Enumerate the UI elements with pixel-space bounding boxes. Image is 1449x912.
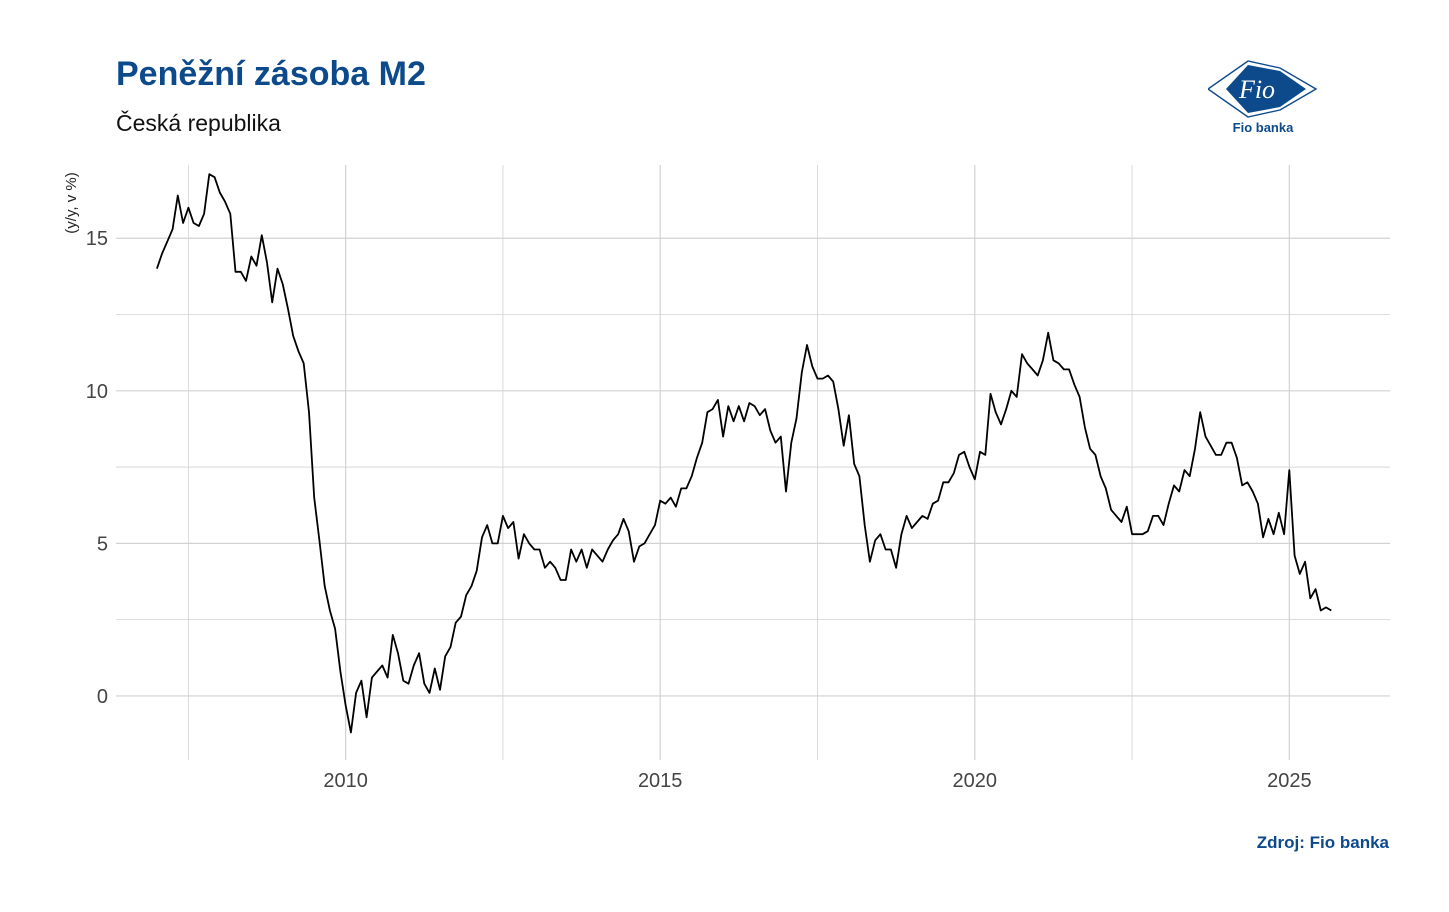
x-tick-label: 2025 xyxy=(1267,770,1312,792)
y-tick-label: 15 xyxy=(86,228,108,250)
y-tick-label: 5 xyxy=(97,533,108,555)
x-tick-label: 2020 xyxy=(953,770,998,792)
source-note: Zdroj: Fio banka xyxy=(1256,833,1389,852)
y-tick-label: 0 xyxy=(97,686,108,708)
grid-lines xyxy=(116,165,1390,760)
x-tick-label: 2010 xyxy=(323,770,368,792)
logo-mark-text: Fio xyxy=(1238,75,1275,104)
x-tick-label: 2015 xyxy=(638,770,683,792)
y-axis-ticks: 0 5 10 15 xyxy=(86,228,108,708)
fio-logo-icon: Fio xyxy=(1208,60,1318,118)
logo-caption: Fio banka xyxy=(1232,120,1294,135)
x-axis-ticks: 2010 2015 2020 2025 xyxy=(323,770,1311,792)
y-axis-label: (y/y, v %) xyxy=(63,172,80,233)
chart-subtitle: Česká republika xyxy=(116,110,281,136)
chart-title: Peněžní zásoba M2 xyxy=(116,55,426,93)
y-tick-label: 10 xyxy=(86,381,108,403)
series-line-m2 xyxy=(156,173,1332,734)
